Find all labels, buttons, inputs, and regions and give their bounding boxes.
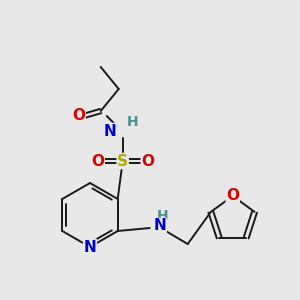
Text: O: O xyxy=(141,154,154,169)
Text: N: N xyxy=(153,218,166,233)
Text: O: O xyxy=(226,188,239,203)
Text: S: S xyxy=(117,154,128,169)
Text: H: H xyxy=(157,209,169,223)
Text: N: N xyxy=(84,239,96,254)
Text: O: O xyxy=(91,154,104,169)
Text: O: O xyxy=(72,109,85,124)
Text: N: N xyxy=(104,124,117,139)
Text: H: H xyxy=(127,115,138,129)
